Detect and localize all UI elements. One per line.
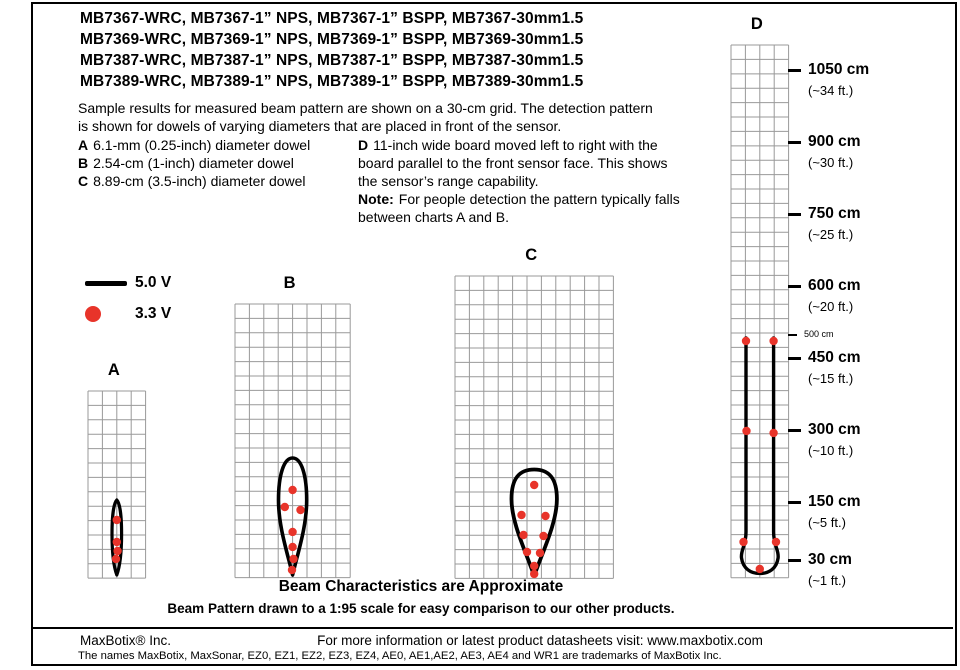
dowel-text: 2.54-cm (1-inch) diameter dowel xyxy=(93,155,294,171)
footer-divider xyxy=(33,627,953,629)
tick-mark-icon xyxy=(788,501,801,504)
trademark-notice: The names MaxBotix, MaxSonar, EZ0, EZ1, … xyxy=(78,650,722,662)
dowel-legend-list: A 6.1-mm (0.25-inch) diameter dowel B 2.54… xyxy=(78,136,310,190)
scale-tick-450: 450 cm (~15 ft.) xyxy=(788,348,861,386)
dowel-text: 8.89-cm (3.5-inch) diameter dowel xyxy=(93,173,306,189)
note-label: Note: xyxy=(358,191,394,207)
legend-3v3-row: 3.3 V xyxy=(85,305,171,323)
beam-chart-a-label: A xyxy=(107,360,120,379)
scale-tick-600: 600 cm (~20 ft.) xyxy=(788,276,861,314)
beam-chart-c-label: C xyxy=(525,245,538,264)
tick-mark-icon xyxy=(788,334,797,336)
distance-ft-label: (~1 ft.) xyxy=(808,572,846,588)
beam-chart-d-label: D xyxy=(750,15,763,34)
scale-tick-1050: 1050 cm (~34 ft.) xyxy=(788,60,869,98)
distance-cm-label: 600 cm xyxy=(808,277,861,294)
beam-chart-c xyxy=(452,273,616,586)
product-title-line: MB7367-WRC, MB7367-1” NPS, MB7367-1” BSP… xyxy=(80,10,584,27)
distance-ft-label: (~20 ft.) xyxy=(808,299,854,314)
legend-3v3-label: 3.3 V xyxy=(135,305,172,322)
scale-tick-900: 900 cm (~30 ft.) xyxy=(788,132,861,170)
distance-cm-label: 300 cm xyxy=(808,421,861,438)
dowel-key: A xyxy=(78,137,89,153)
distance-cm-label: 450 cm xyxy=(808,349,861,366)
distance-cm-label: 150 cm xyxy=(808,493,861,510)
distance-cm-label: 500 cm xyxy=(804,329,834,339)
scale-tick-500: 500 cm xyxy=(788,329,834,340)
dowel-item-a: A 6.1-mm (0.25-inch) diameter dowel xyxy=(78,136,310,154)
board-description: D 11-inch wide board moved left to right … xyxy=(358,136,680,226)
tick-mark-icon xyxy=(788,285,801,288)
board-key: D xyxy=(358,137,369,153)
tick-mark-icon xyxy=(788,357,801,360)
distance-ft-label: (~30 ft.) xyxy=(808,155,854,170)
beam-chart-b xyxy=(232,301,353,586)
distance-ft-label: (~15 ft.) xyxy=(808,371,854,386)
beam-chart-a-svg xyxy=(87,390,147,579)
company-name: MaxBotix® Inc. xyxy=(80,633,171,648)
scale-notice: Beam Pattern drawn to a 1:95 scale for e… xyxy=(167,601,675,616)
distance-cm-label: 750 cm xyxy=(808,205,861,222)
product-title-line: MB7389-WRC, MB7389-1” NPS, MB7389-1” BSP… xyxy=(80,73,584,90)
approx-notice: Beam Characteristics are Approximate xyxy=(278,578,564,595)
dowel-text: 6.1-mm (0.25-inch) diameter dowel xyxy=(93,137,311,153)
beam-chart-c-svg xyxy=(454,275,614,579)
beam-chart-b-svg xyxy=(234,303,351,579)
tick-mark-icon xyxy=(788,141,801,144)
scale-tick-300: 300 cm (~10 ft.) xyxy=(788,420,861,458)
tick-mark-icon xyxy=(788,558,801,562)
product-title-line: MB7387-WRC, MB7387-1” NPS, MB7387-1” BSP… xyxy=(80,52,584,69)
voltage-legend: 5.0 V 3.3 V xyxy=(85,274,171,323)
dowel-key: B xyxy=(78,155,89,171)
intro-paragraph: Sample results for measured beam pattern… xyxy=(78,100,653,134)
legend-5v-row: 5.0 V xyxy=(85,274,171,292)
product-titles: MB7367-WRC, MB7367-1” NPS, MB7367-1” BSP… xyxy=(80,8,583,92)
distance-ft-label: (~25 ft.) xyxy=(808,227,854,242)
distance-ft-label: (~10 ft.) xyxy=(808,443,854,458)
tick-mark-icon xyxy=(788,69,801,72)
scale-tick-750: 750 cm (~25 ft.) xyxy=(788,204,861,242)
beam-chart-a xyxy=(85,388,149,586)
legend-5v-label: 5.0 V xyxy=(135,274,172,291)
page-border-frame xyxy=(31,2,957,666)
tick-mark-icon xyxy=(788,213,801,216)
scale-tick-150: 150 cm (~5 ft.) xyxy=(788,492,861,530)
distance-ft-label: (~34 ft.) xyxy=(808,83,854,98)
distance-cm-label: 1050 cm xyxy=(808,61,870,78)
distance-cm-label: 30 cm xyxy=(808,550,852,568)
distance-cm-label: 900 cm xyxy=(808,133,861,150)
legend-3v3-dot-icon xyxy=(85,306,129,322)
board-text: D 11-inch wide board moved left to right … xyxy=(358,137,668,189)
board-note: Note: For people detection the pattern ty… xyxy=(358,191,680,225)
legend-5v-line-icon xyxy=(85,280,129,286)
dowel-item-c: C 8.89-cm (3.5-inch) diameter dowel xyxy=(78,172,310,190)
dowel-item-b: B 2.54-cm (1-inch) diameter dowel xyxy=(78,154,310,172)
scale-tick-30: 30 cm (~1 ft.) xyxy=(788,550,852,588)
beam-chart-d-svg xyxy=(730,44,790,579)
distance-ft-label: (~5 ft.) xyxy=(808,515,846,530)
beam-chart-d xyxy=(728,42,792,586)
tick-mark-icon xyxy=(788,429,801,432)
beam-chart-b-label: B xyxy=(283,274,296,293)
footer-info: For more information or latest product d… xyxy=(317,633,763,648)
dowel-key: C xyxy=(78,173,89,189)
product-title-line: MB7369-WRC, MB7369-1” NPS, MB7369-1” BSP… xyxy=(80,31,584,48)
